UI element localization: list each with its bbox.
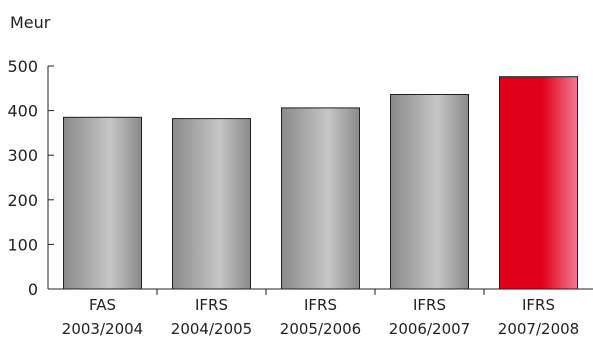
y-tick-label-2: 200 xyxy=(7,191,38,210)
y-axis-unit-label: Meur xyxy=(10,13,51,32)
x-labels-group: FAS 2003/2004 IFRS 2004/2005 IFRS 2005/2006 IF… xyxy=(62,296,579,338)
y-tick-label-3: 300 xyxy=(7,146,38,165)
x-category-label-1-1: 2004/2005 xyxy=(171,320,252,338)
bar-1 xyxy=(172,118,251,290)
y-tick-label-1: 100 xyxy=(7,235,38,254)
bar-2 xyxy=(281,107,360,290)
y-tick-label-4: 400 xyxy=(7,102,38,121)
bar-4 xyxy=(499,76,578,290)
bar-0 xyxy=(63,116,142,290)
y-tick-label-0: 0 xyxy=(28,280,38,299)
x-category-label-3-0: IFRS xyxy=(413,296,446,314)
x-category-label-0-1: 2003/2004 xyxy=(62,320,143,338)
bar-3 xyxy=(390,94,469,290)
y-ticks-group: 0 100 200 300 400 500 xyxy=(7,57,54,299)
axes-group xyxy=(47,66,593,295)
y-tick-label-5: 500 xyxy=(7,57,38,76)
bars-group xyxy=(63,76,578,290)
x-category-label-4-1: 2007/2008 xyxy=(498,320,579,338)
x-category-label-2-1: 2005/2006 xyxy=(280,320,361,338)
x-category-label-3-1: 2006/2007 xyxy=(389,320,470,338)
x-category-label-0-0: FAS xyxy=(89,296,116,314)
x-category-label-1-0: IFRS xyxy=(195,296,228,314)
x-category-label-2-0: IFRS xyxy=(304,296,337,314)
x-category-label-4-0: IFRS xyxy=(522,296,555,314)
